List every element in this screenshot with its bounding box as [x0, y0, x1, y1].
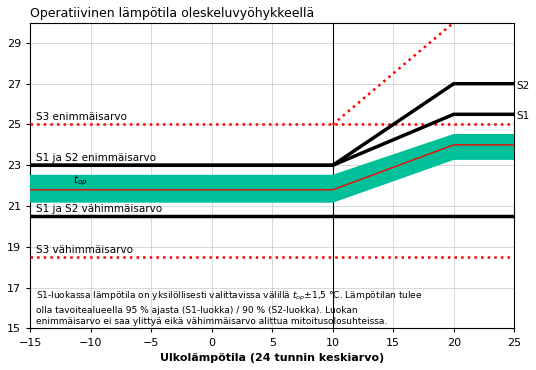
Text: S1: S1	[516, 111, 530, 121]
Text: S1 ja S2 vähimmäisarvo: S1 ja S2 vähimmäisarvo	[36, 204, 162, 214]
Text: S1-luokassa lämpötila on yksilöllisesti valittavissa välillä $t_{op}$±1,5 °C. Lä: S1-luokassa lämpötila on yksilöllisesti …	[36, 290, 423, 326]
X-axis label: Ulkolämpötila (24 tunnin keskiarvo): Ulkolämpötila (24 tunnin keskiarvo)	[160, 353, 384, 363]
Text: S3 enimmäisarvo: S3 enimmäisarvo	[36, 112, 127, 122]
Text: Operatiivinen lämpötila oleskeluvyöhykkeellä: Operatiivinen lämpötila oleskeluvyöhykke…	[30, 7, 315, 20]
Polygon shape	[30, 135, 514, 202]
Text: S1 ja S2 enimmäisarvo: S1 ja S2 enimmäisarvo	[36, 153, 157, 163]
Text: S2: S2	[516, 81, 530, 91]
Text: S3 vähimmäisarvo: S3 vähimmäisarvo	[36, 245, 133, 255]
Text: $\mathit{t}_{\mathit{op}}$: $\mathit{t}_{\mathit{op}}$	[72, 173, 87, 188]
